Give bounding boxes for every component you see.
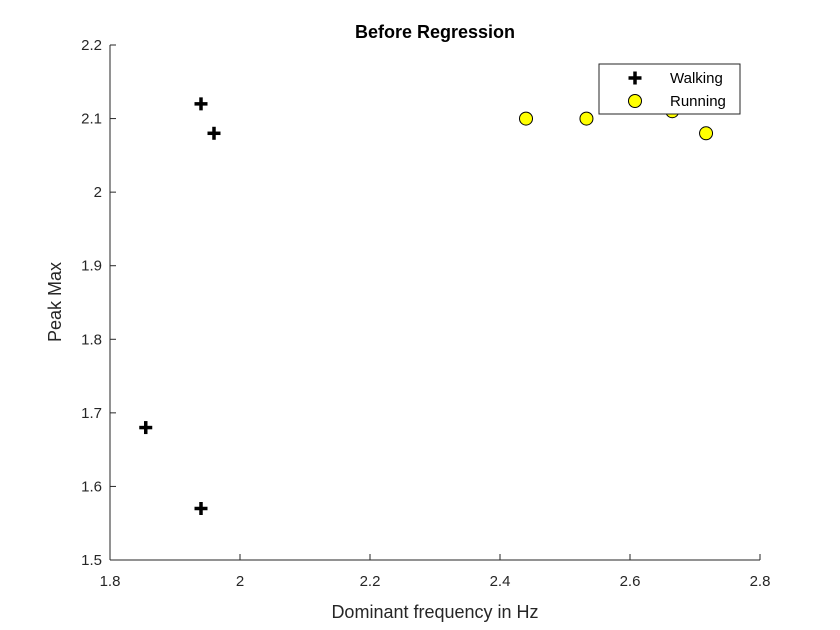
data-points [139,97,714,515]
x-tick-label: 2.6 [620,573,641,590]
y-tick-label: 2 [94,184,102,201]
walking-point [194,97,208,111]
y-tick-label: 1.6 [81,478,102,495]
chart-title: Before Regression [355,22,515,42]
plot-axes [109,45,760,561]
y-ticks: 1.5 1.6 1.7 1.8 1.9 2 2.1 2.2 [81,37,116,569]
x-tick-label: 2.4 [490,573,511,590]
running-point [699,126,714,141]
y-tick-label: 1.8 [81,331,102,348]
y-tick-label: 2.1 [81,111,102,128]
x-tick-label: 1.8 [100,573,121,590]
x-tick-label: 2.2 [360,573,381,590]
y-tick-label: 1.7 [81,405,102,422]
legend-label-walking: Walking [670,70,723,87]
legend-box [598,63,741,115]
legend-marker-running [628,94,642,108]
walking-point [207,126,221,140]
legend-marker-walking [628,71,642,85]
y-axis-label: Peak Max [45,262,65,342]
walking-point [194,502,208,515]
y-tick-label: 1.9 [81,258,102,275]
y-tick-label: 1.5 [81,552,102,569]
running-point [579,111,594,126]
running-point [519,111,533,126]
x-axis-label: Dominant frequency in Hz [331,602,538,622]
y-tick-label: 2.2 [81,37,102,54]
legend-label-running: Running [670,93,726,110]
legend-items: Walking Running [628,70,726,110]
x-ticks: 1.8 2 2.2 2.4 2.6 2.8 [100,554,771,590]
legend: Walking Running [598,63,741,115]
walking-point [139,421,153,435]
x-tick-label: 2 [236,573,244,590]
x-tick-label: 2.8 [750,573,771,590]
